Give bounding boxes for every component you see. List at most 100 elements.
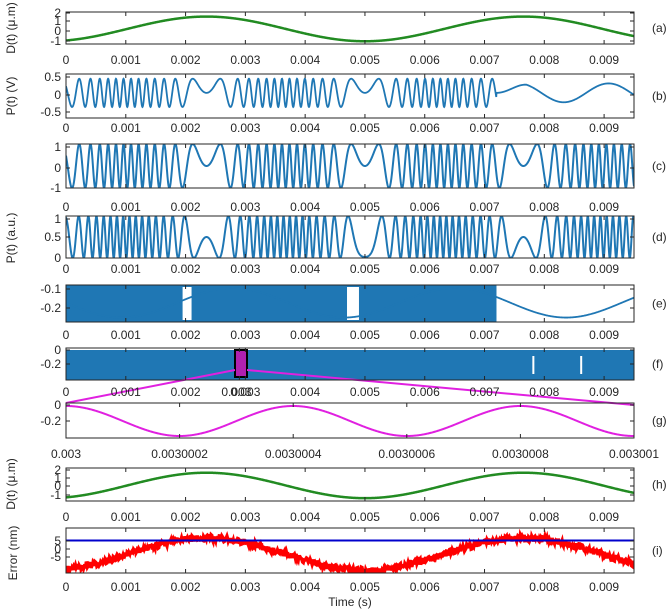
x-tick-label: 0.004 xyxy=(290,121,320,135)
y-tick-label: 0 xyxy=(54,88,61,102)
axes-frame xyxy=(66,468,634,501)
x-tick-label: 0.002 xyxy=(171,580,201,594)
y-tick-label: -1 xyxy=(50,488,61,502)
signal-band xyxy=(66,350,634,380)
panel-label: (f) xyxy=(652,357,663,371)
y-tick-label: 1 xyxy=(54,140,61,154)
x-tick-label: 0.002 xyxy=(171,121,201,135)
x-tick-label: 0.003 xyxy=(230,262,260,276)
x-tick-label: 0 xyxy=(63,385,70,399)
x-tick-label: 0.008 xyxy=(529,53,559,67)
x-tick-label: 0.003 xyxy=(230,53,260,67)
x-tick-label: 0.005 xyxy=(350,328,380,342)
x-tick-label: 0.009 xyxy=(589,510,619,524)
x-tick-label: 0.004 xyxy=(290,385,320,399)
x-tick-label: 0.007 xyxy=(470,510,500,524)
x-tick-label: 0.009 xyxy=(589,200,619,214)
x-tick-label: 0.0030006 xyxy=(378,447,435,461)
signal-gap xyxy=(580,356,582,374)
x-tick-label: 0.005 xyxy=(350,121,380,135)
y-tick-label: -0.2 xyxy=(40,301,61,315)
x-tick-label: 0.008 xyxy=(529,328,559,342)
x-tick-label: 0.002 xyxy=(171,510,201,524)
x-tick-label: 0.002 xyxy=(171,53,201,67)
x-tick-label: 0.003 xyxy=(230,121,260,135)
panel-label: (g) xyxy=(652,414,667,428)
x-tick-label: 0.004 xyxy=(290,510,320,524)
x-tick-label: 0.005 xyxy=(350,510,380,524)
x-tick-label: 0.009 xyxy=(589,53,619,67)
x-tick-label: 0.008 xyxy=(529,510,559,524)
x-tick-label: 0.002 xyxy=(171,262,201,276)
x-tick-label: 0.006 xyxy=(410,385,440,399)
x-tick-label: 0.006 xyxy=(410,580,440,594)
x-tick-label: 0.001 xyxy=(111,121,141,135)
axes-frame xyxy=(66,12,634,44)
x-tick-label: 0.002 xyxy=(171,200,201,214)
y-tick-label: 0.5 xyxy=(44,70,61,84)
x-tick-label: 0.006 xyxy=(410,328,440,342)
y-tick-label: -1 xyxy=(50,181,61,195)
panel-label: (a) xyxy=(652,21,667,35)
x-tick-label: 0.005 xyxy=(350,200,380,214)
y-axis-label: D(t) (μ.m) xyxy=(4,2,18,54)
y-axis-label: Error (nm) xyxy=(6,526,20,581)
x-tick-label: 0.008 xyxy=(529,200,559,214)
signal-gap xyxy=(532,356,534,374)
y-tick-label: -0.5 xyxy=(40,105,61,119)
y-tick-label: 0.5 xyxy=(44,230,61,244)
x-tick-label: 0.009 xyxy=(589,328,619,342)
panel-label: (b) xyxy=(652,89,667,103)
x-tick-label: 0.001 xyxy=(111,385,141,399)
panel-label: (i) xyxy=(652,544,663,558)
x-tick-label: 0.004 xyxy=(290,580,320,594)
zoom-line xyxy=(66,406,634,436)
signal-gap xyxy=(183,287,192,320)
x-tick-label: 0.001 xyxy=(111,510,141,524)
x-axis-label: Time (s) xyxy=(328,595,372,609)
x-tick-label: 0.003 xyxy=(230,510,260,524)
y-tick-label: 0 xyxy=(54,343,61,357)
x-tick-label: 0.007 xyxy=(470,385,500,399)
x-tick-label: 0.003 xyxy=(221,385,251,399)
y-axis-label: P(t) (a.u.) xyxy=(4,213,18,264)
x-tick-label: 0.004 xyxy=(290,53,320,67)
x-tick-label: 0.004 xyxy=(290,262,320,276)
x-tick-label: 0.001 xyxy=(111,262,141,276)
displacement-line xyxy=(66,17,634,42)
y-tick-label: -1 xyxy=(50,34,61,48)
x-tick-label: 0.0030004 xyxy=(265,447,322,461)
signal-gap xyxy=(347,287,359,320)
x-tick-label: 0 xyxy=(63,262,70,276)
panel-label: (h) xyxy=(652,478,667,492)
x-tick-label: 0.005 xyxy=(350,262,380,276)
x-tick-label: 0.007 xyxy=(470,328,500,342)
x-tick-label: 0.003 xyxy=(230,328,260,342)
y-axis-label: P(t) (V) xyxy=(4,77,18,116)
x-tick-label: 0.006 xyxy=(410,262,440,276)
signal-line xyxy=(66,79,634,107)
displacement-line xyxy=(66,473,634,498)
y-tick-label: 1 xyxy=(54,212,61,226)
x-tick-label: 0.003 xyxy=(230,200,260,214)
x-tick-label: 0.002 xyxy=(171,385,201,399)
panel-label: (c) xyxy=(652,159,666,173)
x-tick-label: 0.009 xyxy=(589,385,619,399)
x-tick-label: 0.006 xyxy=(410,200,440,214)
x-tick-label: 0.003001 xyxy=(609,447,659,461)
x-tick-label: 0.004 xyxy=(290,328,320,342)
y-tick-label: -5 xyxy=(50,550,61,564)
x-tick-label: 0 xyxy=(63,121,70,135)
x-tick-label: 0.006 xyxy=(410,510,440,524)
x-tick-label: 0 xyxy=(63,53,70,67)
x-tick-label: 0.007 xyxy=(470,121,500,135)
x-tick-label: 0.004 xyxy=(290,200,320,214)
x-tick-label: 0.007 xyxy=(470,53,500,67)
x-tick-label: 0.001 xyxy=(111,328,141,342)
signal-line xyxy=(66,144,634,188)
x-tick-label: 0.008 xyxy=(529,121,559,135)
y-tick-label: -0.2 xyxy=(40,357,61,371)
x-tick-label: 0 xyxy=(63,328,70,342)
x-tick-label: 0.007 xyxy=(470,580,500,594)
